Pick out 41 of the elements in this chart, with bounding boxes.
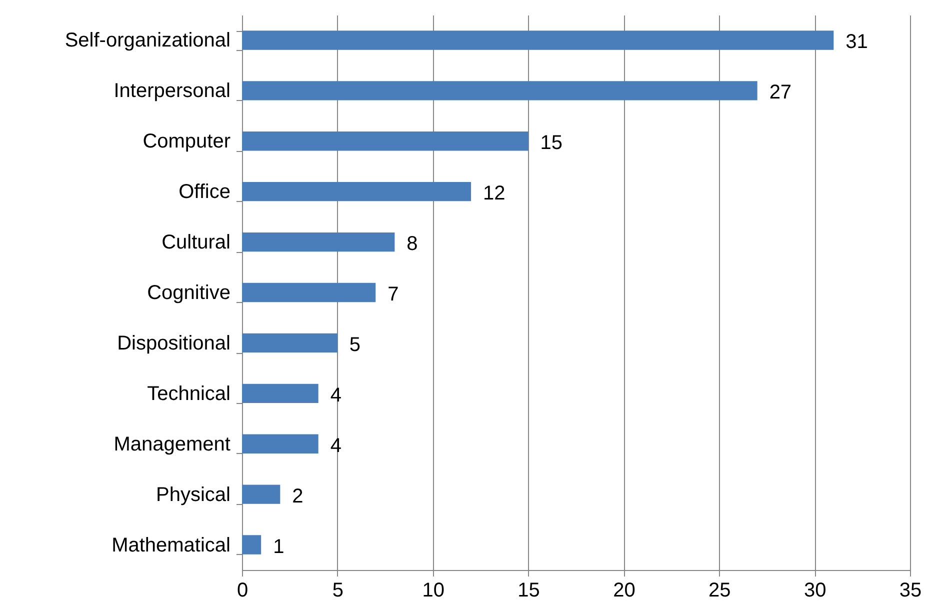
x-tick-label: 35 [899,580,922,602]
bar [242,333,338,353]
bar [242,384,318,403]
data-label: 4 [330,434,342,457]
data-label: 31 [846,31,868,54]
y-tick-label: Self-organizational [64,30,230,52]
x-tick-label: 5 [332,580,344,602]
x-tick-label: 15 [518,580,540,602]
y-tick-label: Mathematical [112,534,230,556]
x-tick-label: 0 [236,580,248,602]
y-tick-label: Dispositional [117,332,230,354]
data-label: 2 [292,485,304,508]
bar [242,182,472,202]
bar [242,282,376,302]
data-label: 4 [330,384,342,406]
y-tick-label: Office [178,181,230,204]
y-tick-label: Cognitive [147,282,230,304]
data-label: 27 [769,82,792,104]
bar [242,232,395,252]
data-label: 8 [406,233,418,256]
bar [242,30,834,50]
bar [242,132,528,151]
bar [242,81,758,100]
data-label: 12 [483,182,506,205]
bar [242,484,280,504]
data-label: 1 [273,536,284,558]
data-label: 15 [540,132,563,154]
x-tick-label: 30 [804,580,826,602]
bar [242,434,318,454]
y-tick-label: Technical [147,382,230,405]
y-tick-label: Cultural [162,232,230,254]
y-tick-label: Physical [156,484,230,506]
y-tick-label: Computer [142,130,231,153]
data-label: 7 [388,284,399,306]
x-tick-label: 10 [422,580,444,602]
y-tick-label: Management [114,433,231,456]
x-tick-label: 25 [708,580,731,602]
bar [242,535,262,554]
x-tick-label: 20 [613,580,636,602]
y-tick-label: Interpersonal [114,80,230,102]
data-label: 5 [349,334,361,356]
